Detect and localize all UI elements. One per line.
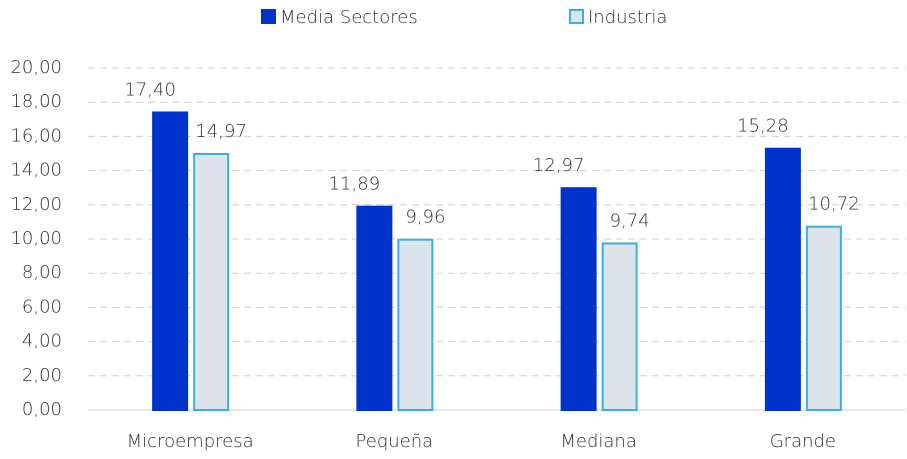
y-tick-label: 0,00 (22, 399, 62, 420)
y-tick-label: 10,00 (10, 228, 62, 249)
y-tick-label: 18,00 (10, 91, 62, 112)
y-tick-label: 4,00 (22, 331, 62, 352)
value-label: 11,89 (329, 174, 381, 195)
y-tick-label: 2,00 (22, 365, 62, 386)
x-tick-label: Grande (770, 431, 836, 452)
value-label: 15,28 (737, 116, 789, 137)
value-label: 9,74 (610, 210, 650, 231)
value-label: 10,72 (808, 194, 860, 215)
legend-label: Media Sectores (280, 7, 418, 28)
bar (560, 187, 597, 411)
x-tick-label: Pequeña (356, 431, 434, 452)
y-tick-label: 16,00 (10, 125, 62, 146)
y-tick-label: 14,00 (10, 160, 62, 181)
bar (152, 111, 189, 412)
value-label: 17,40 (124, 79, 176, 100)
value-label: 12,97 (533, 155, 585, 176)
value-label: 9,96 (405, 207, 445, 228)
y-tick-label: 12,00 (10, 194, 62, 215)
y-tick-label: 6,00 (22, 296, 62, 317)
bar (193, 153, 230, 411)
legend-label: Industria (588, 7, 667, 28)
y-tick-label: 8,00 (22, 262, 62, 283)
x-tick-label: Mediana (560, 431, 637, 452)
y-tick-label: 20,00 (10, 57, 62, 78)
bar (397, 238, 434, 411)
bar (601, 242, 638, 411)
bar (805, 225, 842, 411)
bar (356, 205, 393, 411)
x-tick-label: Microempresa (127, 431, 254, 452)
legend-swatch (261, 9, 276, 24)
bar (764, 147, 801, 411)
value-label: 14,97 (195, 121, 247, 142)
legend-swatch (569, 9, 584, 24)
